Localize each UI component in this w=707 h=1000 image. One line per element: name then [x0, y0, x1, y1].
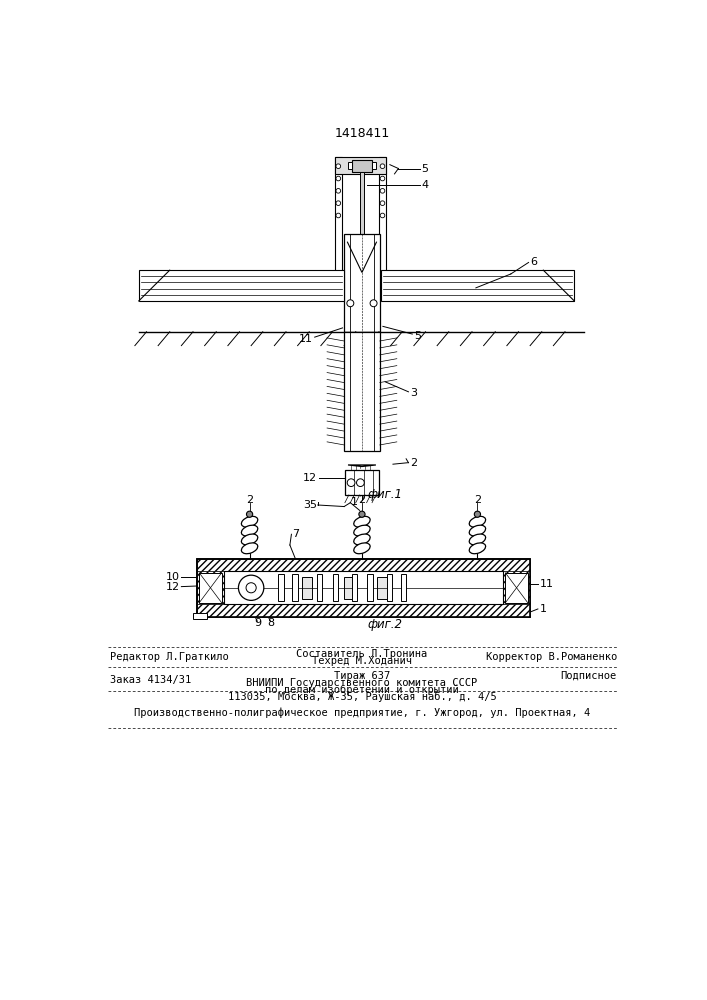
Bar	[352, 160, 372, 172]
Circle shape	[336, 189, 341, 193]
Circle shape	[474, 511, 481, 517]
Bar	[379, 157, 386, 299]
Bar	[279, 574, 284, 601]
Bar	[401, 574, 406, 601]
Text: 2: 2	[246, 495, 253, 505]
Text: по делам изобретений и открытий: по делам изобретений и открытий	[265, 685, 459, 695]
Text: Корректор В.Романенко: Корректор В.Романенко	[486, 652, 617, 662]
Bar	[197, 571, 224, 604]
Text: 35: 35	[303, 500, 317, 510]
Circle shape	[347, 479, 355, 487]
Text: 4: 4	[421, 180, 428, 190]
Circle shape	[238, 575, 264, 600]
Text: 5: 5	[421, 164, 428, 174]
Bar	[352, 574, 357, 601]
Text: фиг.2: фиг.2	[368, 618, 403, 631]
Circle shape	[359, 511, 365, 517]
Text: 7: 7	[292, 529, 299, 539]
Bar	[139, 270, 344, 301]
Bar	[344, 234, 380, 332]
Circle shape	[336, 176, 341, 181]
Ellipse shape	[354, 534, 370, 545]
Text: фиг.1: фиг.1	[368, 488, 403, 501]
Circle shape	[246, 583, 256, 593]
Bar	[506, 573, 528, 603]
Circle shape	[380, 164, 385, 169]
Bar	[193, 613, 207, 619]
Circle shape	[380, 189, 385, 193]
Bar	[345, 470, 379, 495]
Ellipse shape	[469, 525, 486, 536]
Polygon shape	[348, 465, 376, 466]
Ellipse shape	[469, 543, 486, 554]
Bar	[197, 559, 530, 617]
Text: 113035, Москва, Ж-35, Раушская наб., д. 4/5: 113035, Москва, Ж-35, Раушская наб., д. …	[228, 692, 496, 702]
Ellipse shape	[354, 543, 370, 554]
Bar	[344, 577, 355, 599]
Text: Подписное: Подписное	[561, 671, 617, 681]
Bar	[224, 571, 503, 604]
Text: Заказ 4134/31: Заказ 4134/31	[110, 675, 192, 685]
Circle shape	[380, 213, 385, 218]
Text: 5: 5	[414, 331, 421, 341]
Bar	[335, 157, 386, 174]
Bar	[372, 162, 376, 169]
Circle shape	[370, 300, 377, 307]
Text: 9: 9	[254, 618, 261, 628]
Ellipse shape	[241, 543, 258, 554]
Text: Техред М.Ходанич: Техред М.Ходанич	[312, 656, 412, 666]
Ellipse shape	[241, 534, 258, 545]
Ellipse shape	[354, 516, 370, 527]
Text: 8: 8	[267, 618, 274, 628]
Bar	[360, 172, 364, 234]
Bar	[335, 157, 341, 299]
Text: 11: 11	[299, 334, 313, 344]
Text: 2: 2	[474, 495, 481, 505]
Circle shape	[336, 213, 341, 218]
Text: ВНИИПИ Государственного комитета СССР: ВНИИПИ Государственного комитета СССР	[246, 678, 477, 688]
Circle shape	[247, 511, 252, 517]
Bar	[348, 162, 352, 169]
Circle shape	[336, 164, 341, 169]
Ellipse shape	[241, 525, 258, 536]
Bar	[197, 559, 530, 571]
Bar	[197, 559, 530, 617]
Bar	[378, 577, 388, 599]
Bar	[387, 574, 392, 601]
Bar	[332, 574, 338, 601]
Text: 1418411: 1418411	[334, 127, 390, 140]
Bar	[380, 270, 574, 301]
Ellipse shape	[241, 516, 258, 527]
Text: Составитель Л.Тронина: Составитель Л.Тронина	[296, 649, 428, 659]
Text: 6: 6	[530, 257, 537, 267]
Circle shape	[356, 479, 364, 487]
Ellipse shape	[354, 525, 370, 536]
Circle shape	[380, 201, 385, 205]
Bar	[199, 573, 222, 603]
Text: 1: 1	[539, 604, 547, 614]
Bar	[344, 332, 380, 451]
Text: Редактор Л.Граткило: Редактор Л.Граткило	[110, 652, 229, 662]
Circle shape	[380, 176, 385, 181]
Text: 1: 1	[351, 497, 358, 507]
Circle shape	[347, 300, 354, 307]
Text: 11: 11	[539, 579, 554, 589]
Bar	[503, 571, 530, 604]
Ellipse shape	[469, 534, 486, 545]
Text: 2: 2	[358, 495, 366, 505]
Text: 3: 3	[410, 388, 417, 398]
Bar	[368, 574, 373, 601]
Text: Производственно-полиграфическое предприятие, г. Ужгород, ул. Проектная, 4: Производственно-полиграфическое предприя…	[134, 708, 590, 718]
Text: 10: 10	[166, 572, 180, 582]
Bar	[317, 574, 322, 601]
Ellipse shape	[469, 516, 486, 527]
Bar	[301, 577, 312, 599]
Bar	[197, 604, 530, 617]
Circle shape	[336, 201, 341, 205]
Text: 12: 12	[303, 473, 317, 483]
Text: 12: 12	[165, 582, 180, 592]
Text: Тираж 637: Тираж 637	[334, 671, 390, 681]
Bar	[292, 574, 298, 601]
Text: 2: 2	[410, 458, 417, 468]
